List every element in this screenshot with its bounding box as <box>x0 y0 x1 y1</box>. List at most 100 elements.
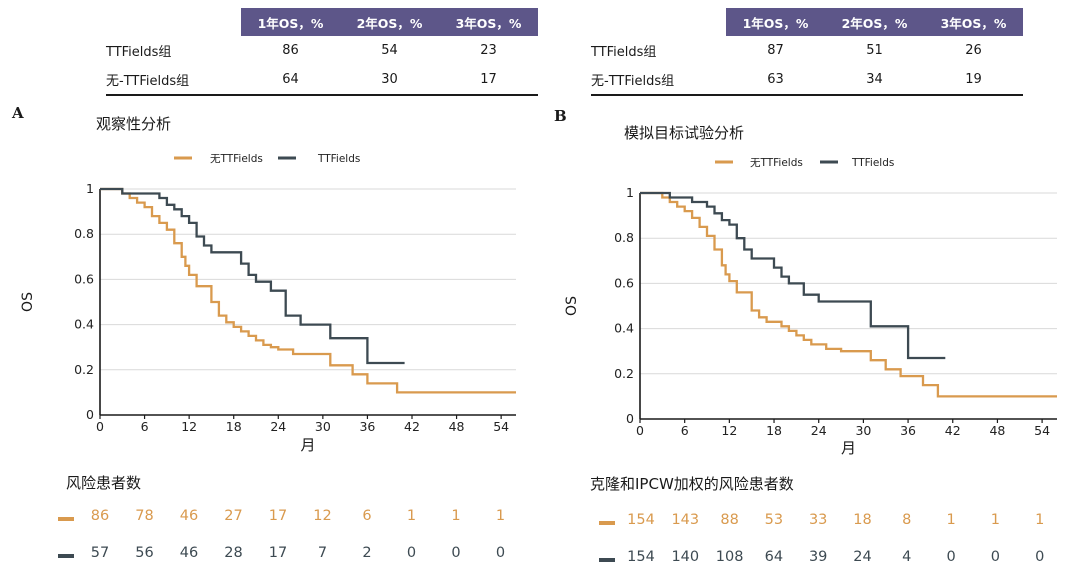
risk-count: 46 <box>179 508 199 524</box>
x-tick-label: 6 <box>141 419 149 434</box>
km-curve-no-ttfields <box>640 191 1057 398</box>
x-tick-label: 30 <box>315 419 331 434</box>
legend-label: 无TTFields <box>210 153 263 165</box>
panel-title: 观察性分析 <box>96 115 172 133</box>
risk-count: 1 <box>495 508 506 524</box>
risk-count: 88 <box>720 512 739 528</box>
y-axis-label: OS <box>564 296 580 316</box>
cell-value: 87 <box>767 43 784 58</box>
risk-swatch <box>58 554 74 558</box>
risk-count: 57 <box>90 545 110 561</box>
risk-count: 108 <box>715 549 744 565</box>
cell-value: 26 <box>965 43 982 58</box>
legend-label: TTFields <box>317 153 360 165</box>
os-col-3yr: 3年OS，% <box>924 8 1023 36</box>
risk-count: 4 <box>902 549 912 565</box>
risk-count: 33 <box>808 512 828 528</box>
os-col-2yr: 2年OS，% <box>340 8 439 36</box>
x-tick-label: 42 <box>945 423 961 438</box>
risk-count: 39 <box>808 549 828 565</box>
risk-count: 18 <box>853 512 872 528</box>
km-chart: 0 0.2 0.4 0.6 0.8 1 0 6 12 18 24 30 36 42 48 54 月 OS 无TTFi… <box>564 157 1057 457</box>
risk-count: 1 <box>451 508 461 524</box>
risk-count: 7 <box>317 545 328 561</box>
x-tick-label: 0 <box>96 419 104 434</box>
os-table-corner <box>591 8 726 36</box>
x-tick-label: 24 <box>270 419 286 434</box>
panel-b: 1年OS，% 2年OS，% 3年OS，% TTFields组 87 51 26 … <box>540 0 1080 580</box>
legend-label: 无TTFields <box>750 157 803 169</box>
risk-count: 8 <box>902 512 912 528</box>
y-tick-label: 1 <box>626 185 634 200</box>
os-table-corner <box>106 8 241 36</box>
cell-value: 19 <box>924 65 1023 96</box>
risk-title: 风险患者数 <box>66 474 142 492</box>
os-table-header: 1年OS，% 2年OS，% 3年OS，% <box>591 8 1023 36</box>
risk-row-ttfields: 154 140 108 64 39 24 4 0 0 0 <box>540 549 1080 569</box>
os-table-a: 1年OS，% 2年OS，% 3年OS，% TTFields组 86 54 23 … <box>106 8 538 96</box>
y-tick-label: 1 <box>86 181 94 196</box>
risk-swatch <box>599 558 615 562</box>
row-label: 无-TTFields组 <box>591 65 726 96</box>
x-axis-label: 月 <box>841 439 856 457</box>
x-tick-label: 36 <box>359 419 375 434</box>
risk-count: 1 <box>946 512 956 528</box>
risk-count: 154 <box>627 512 655 528</box>
x-tick-label: 0 <box>636 423 644 438</box>
y-tick-label: 0.8 <box>74 226 94 241</box>
risk-count: 24 <box>853 549 872 565</box>
x-tick-label: 54 <box>493 419 509 434</box>
y-tick-label: 0 <box>626 411 634 426</box>
risk-count: 53 <box>764 512 784 528</box>
table-row: 无-TTFields组 63 34 19 <box>591 65 1023 96</box>
risk-count: 0 <box>1035 549 1045 565</box>
os-col-1yr: 1年OS，% <box>241 8 340 36</box>
x-tick-label: 12 <box>181 419 197 434</box>
y-tick-label: 0.6 <box>614 275 634 290</box>
os-table-b: 1年OS，% 2年OS，% 3年OS，% TTFields组 87 51 26 … <box>591 8 1023 96</box>
os-col-1yr: 1年OS，% <box>726 8 825 36</box>
risk-title: 克隆和IPCW加权的风险患者数 <box>590 475 794 493</box>
risk-count: 46 <box>179 545 199 561</box>
y-tick-label: 0.8 <box>614 230 634 245</box>
os-col-2yr: 2年OS，% <box>825 8 924 36</box>
risk-count: 28 <box>224 545 243 561</box>
y-tick-label: 0.2 <box>614 366 634 381</box>
risk-count: 0 <box>451 545 461 561</box>
risk-count: 1 <box>406 508 417 524</box>
x-axis-label: 月 <box>300 436 315 454</box>
table-row: TTFields组 86 54 23 <box>106 36 538 65</box>
x-tick-label: 18 <box>226 419 242 434</box>
risk-count: 1 <box>990 512 1000 528</box>
table-row: 无-TTFields组 64 30 17 <box>106 65 538 96</box>
cell-value: 34 <box>825 65 924 96</box>
x-tick-label: 48 <box>989 423 1005 438</box>
risk-count: 2 <box>362 545 372 561</box>
y-tick-label: 0.2 <box>74 362 94 377</box>
risk-count: 56 <box>135 545 154 561</box>
risk-row-ttfields: 57 56 46 28 17 7 2 0 0 0 <box>0 545 540 565</box>
risk-count: 86 <box>90 508 110 524</box>
risk-row-no-ttfields: 154 143 88 53 33 18 8 1 1 1 <box>540 512 1080 532</box>
x-tick-label: 36 <box>900 423 916 438</box>
y-tick-label: 0.4 <box>74 317 94 332</box>
cell-value: 64 <box>241 65 340 96</box>
cell-value: 54 <box>381 43 398 58</box>
risk-swatch <box>58 517 74 521</box>
cell-value: 86 <box>282 43 299 58</box>
row-label: TTFields组 <box>106 45 172 60</box>
legend-label: TTFields <box>851 157 894 169</box>
km-curve-ttfields <box>640 191 946 360</box>
x-tick-label: 24 <box>811 423 827 438</box>
y-tick-label: 0 <box>86 407 94 422</box>
cell-value: 30 <box>340 65 439 96</box>
risk-count: 64 <box>764 549 784 565</box>
risk-count: 78 <box>135 508 154 524</box>
risk-count: 0 <box>406 545 417 561</box>
x-tick-label: 48 <box>449 419 465 434</box>
panel-letter: A <box>12 104 24 122</box>
os-table-header: 1年OS，% 2年OS，% 3年OS，% <box>106 8 538 36</box>
table-row: TTFields组 87 51 26 <box>591 36 1023 65</box>
risk-count: 140 <box>671 549 700 565</box>
cell-value: 23 <box>480 43 497 58</box>
